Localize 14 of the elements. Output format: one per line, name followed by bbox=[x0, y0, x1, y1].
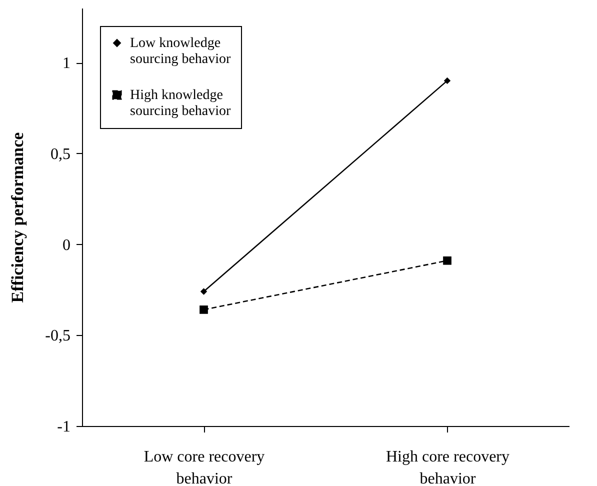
legend-label: High knowledge sourcing behavior bbox=[130, 88, 232, 119]
y-tick-label: 0,5 bbox=[50, 146, 70, 163]
y-tick-label: 1 bbox=[62, 55, 70, 72]
point bbox=[444, 77, 451, 84]
y-tick-label: -0,5 bbox=[45, 328, 70, 345]
y-tick-label: -1 bbox=[57, 418, 70, 436]
point bbox=[200, 306, 208, 314]
point bbox=[200, 288, 208, 295]
point bbox=[443, 256, 452, 265]
y-tick-label: 0 bbox=[62, 236, 70, 254]
legend-label: Low knowledge sourcing behavior bbox=[130, 36, 232, 67]
y-axis-title: Efficiency performance bbox=[8, 132, 28, 303]
x-tick-label: Low core recovery behavior bbox=[144, 448, 265, 486]
x-tick-label: High core recovery behavior bbox=[386, 448, 510, 486]
